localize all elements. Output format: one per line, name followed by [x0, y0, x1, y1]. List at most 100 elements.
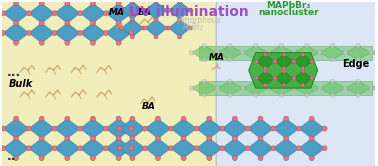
- Circle shape: [228, 93, 232, 97]
- Polygon shape: [29, 23, 54, 43]
- Circle shape: [258, 116, 263, 121]
- Circle shape: [291, 77, 295, 80]
- Circle shape: [90, 116, 95, 121]
- Text: ..: ..: [7, 150, 17, 163]
- Polygon shape: [80, 23, 106, 43]
- Circle shape: [14, 40, 19, 45]
- Polygon shape: [192, 46, 217, 60]
- Circle shape: [39, 40, 44, 45]
- Circle shape: [228, 44, 232, 48]
- Circle shape: [39, 116, 44, 121]
- Circle shape: [282, 83, 286, 87]
- Circle shape: [215, 50, 219, 55]
- Circle shape: [154, 35, 158, 39]
- Circle shape: [14, 21, 19, 26]
- Circle shape: [116, 136, 121, 141]
- Circle shape: [129, 126, 134, 131]
- Circle shape: [284, 116, 288, 121]
- Circle shape: [103, 126, 108, 131]
- Circle shape: [77, 11, 83, 16]
- Circle shape: [130, 17, 134, 21]
- Circle shape: [194, 146, 199, 151]
- Circle shape: [343, 50, 347, 55]
- Circle shape: [330, 44, 335, 48]
- Circle shape: [26, 31, 31, 35]
- Polygon shape: [106, 119, 132, 138]
- Circle shape: [271, 126, 276, 131]
- Polygon shape: [257, 71, 274, 85]
- Circle shape: [178, 0, 182, 3]
- Text: Bulk: Bulk: [9, 79, 33, 89]
- Text: MAPbBr₃: MAPbBr₃: [266, 1, 310, 10]
- Polygon shape: [80, 119, 106, 138]
- Text: BA: BA: [142, 102, 156, 111]
- Circle shape: [143, 126, 148, 131]
- Circle shape: [65, 116, 70, 121]
- Text: MA: MA: [109, 8, 125, 17]
- Circle shape: [274, 60, 277, 63]
- Circle shape: [130, 116, 135, 121]
- Polygon shape: [29, 138, 54, 158]
- Polygon shape: [371, 46, 378, 60]
- Circle shape: [155, 116, 161, 121]
- Circle shape: [264, 83, 267, 87]
- Circle shape: [181, 156, 186, 161]
- Polygon shape: [222, 119, 248, 138]
- Circle shape: [253, 57, 258, 62]
- Circle shape: [202, 57, 206, 62]
- Circle shape: [116, 116, 121, 121]
- Circle shape: [255, 77, 258, 80]
- Circle shape: [90, 156, 95, 161]
- Circle shape: [117, 146, 122, 151]
- Text: UV illumination: UV illumination: [129, 5, 248, 19]
- Circle shape: [291, 60, 295, 63]
- Circle shape: [266, 50, 271, 55]
- Polygon shape: [294, 55, 312, 68]
- Circle shape: [310, 77, 313, 80]
- Circle shape: [240, 50, 245, 55]
- Circle shape: [167, 8, 171, 12]
- Circle shape: [310, 60, 313, 63]
- Circle shape: [253, 93, 258, 97]
- Polygon shape: [199, 46, 372, 60]
- Circle shape: [284, 136, 288, 141]
- Circle shape: [155, 156, 161, 161]
- Circle shape: [253, 79, 258, 83]
- Circle shape: [90, 1, 95, 6]
- Circle shape: [39, 1, 44, 6]
- Circle shape: [26, 126, 31, 131]
- Circle shape: [65, 21, 70, 26]
- Polygon shape: [294, 81, 320, 95]
- Circle shape: [296, 146, 301, 151]
- Circle shape: [143, 26, 147, 30]
- Polygon shape: [199, 81, 372, 95]
- Circle shape: [117, 126, 122, 131]
- Circle shape: [168, 146, 173, 151]
- Circle shape: [369, 86, 373, 90]
- Polygon shape: [54, 23, 80, 43]
- Circle shape: [26, 11, 31, 16]
- Polygon shape: [243, 81, 268, 95]
- Circle shape: [77, 126, 83, 131]
- Circle shape: [318, 86, 322, 90]
- Circle shape: [129, 146, 134, 151]
- Polygon shape: [268, 81, 294, 95]
- Circle shape: [292, 50, 296, 55]
- Circle shape: [330, 57, 335, 62]
- Polygon shape: [268, 46, 294, 60]
- Polygon shape: [192, 81, 217, 95]
- Circle shape: [282, 70, 286, 73]
- Circle shape: [273, 60, 276, 63]
- Circle shape: [232, 116, 237, 121]
- Circle shape: [103, 11, 108, 16]
- Circle shape: [301, 70, 305, 73]
- Circle shape: [52, 31, 57, 35]
- Circle shape: [309, 156, 314, 161]
- Circle shape: [245, 146, 250, 151]
- Circle shape: [130, 35, 134, 39]
- Circle shape: [129, 31, 134, 35]
- Circle shape: [330, 93, 335, 97]
- Circle shape: [279, 79, 284, 83]
- Circle shape: [77, 31, 83, 35]
- Circle shape: [141, 26, 145, 30]
